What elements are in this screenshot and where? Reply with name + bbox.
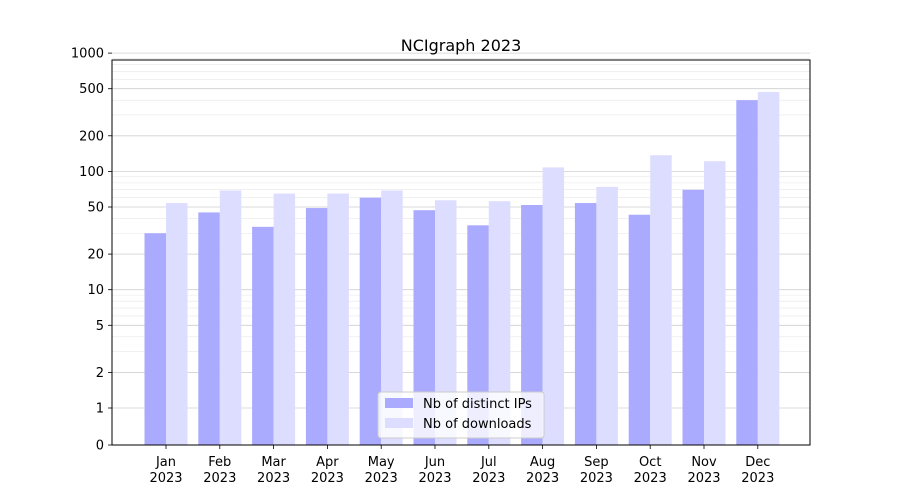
bar-distinct-ips-11 — [736, 100, 758, 445]
x-tick-label: 2023 — [257, 471, 290, 486]
plot-frame — [111, 59, 811, 446]
chart-title: NCIgraph 2023 — [401, 36, 522, 55]
legend-label: Nb of downloads — [423, 417, 532, 432]
bar-downloads-8 — [596, 186, 618, 446]
legend-label: Nb of distinct IPs — [423, 397, 532, 412]
legend: Nb of distinct IPs Nb of downloads — [377, 391, 545, 439]
bar-distinct-ips-7 — [521, 204, 543, 445]
y-tick-label: 2 — [96, 366, 104, 381]
x-tick-label: May — [368, 455, 395, 470]
bar-distinct-ips-4 — [359, 197, 382, 445]
bar-distinct-ips-9 — [628, 214, 651, 445]
bar-downloads-10 — [704, 161, 726, 445]
y-tick-label: 500 — [79, 82, 104, 97]
x-tick-label: 2023 — [365, 471, 398, 486]
bar-downloads-2 — [273, 193, 296, 445]
x-tick-label: 2023 — [311, 471, 344, 486]
y-tick-label: 100 — [79, 165, 104, 180]
bar-distinct-ips-1 — [198, 212, 220, 445]
y-tick-label: 20 — [87, 248, 104, 263]
legend-swatch — [385, 398, 413, 408]
y-tick-label: 200 — [79, 129, 104, 144]
bar-downloads-6 — [488, 201, 511, 445]
y-tick-label: 10 — [87, 283, 104, 298]
bar-distinct-ips-6 — [467, 225, 489, 445]
x-tick-label: Aug — [530, 455, 555, 470]
x-tick-label: 2023 — [526, 471, 559, 486]
bar-downloads-1 — [219, 190, 242, 445]
bar-downloads-0 — [166, 203, 188, 445]
x-tick-label: 2023 — [580, 471, 613, 486]
x-tick-label: 2023 — [634, 471, 667, 486]
legend-swatch — [385, 418, 413, 428]
x-tick-label: 2023 — [149, 471, 182, 486]
x-tick-label: Feb — [208, 455, 231, 470]
x-tick-label: Sep — [584, 455, 609, 470]
bars — [144, 91, 780, 446]
bar-distinct-ips-10 — [682, 189, 704, 445]
x-tick-label: Jun — [424, 455, 445, 470]
bar-distinct-ips-3 — [305, 208, 328, 445]
x-tick-label: 2023 — [687, 471, 720, 486]
bar-downloads-5 — [435, 200, 457, 445]
y-tick-label: 5 — [96, 319, 104, 334]
y-tick-label: 1000 — [71, 47, 104, 62]
bar-distinct-ips-8 — [574, 203, 597, 445]
bar-downloads-9 — [650, 155, 672, 445]
x-axis: Jan2023Feb2023Mar2023Apr2023May2023Jun20… — [149, 445, 774, 486]
bar-downloads-11 — [757, 91, 780, 446]
x-tick-label: Oct — [639, 455, 661, 470]
legend-box — [377, 391, 545, 439]
x-tick-label: 2023 — [418, 471, 451, 486]
x-tick-label: Mar — [261, 455, 286, 470]
y-tick-label: 0 — [96, 439, 104, 454]
y-axis: 0 1 2 5 10 20 50 100 200 500 1000 — [71, 47, 112, 454]
x-tick-label: Dec — [745, 455, 770, 470]
x-tick-label: Jan — [155, 455, 176, 470]
bar-distinct-ips-5 — [413, 210, 435, 445]
bar-distinct-ips-2 — [252, 226, 274, 445]
y-tick-label: 1 — [96, 402, 104, 417]
bar-downloads-4 — [381, 190, 403, 445]
x-tick-label: Apr — [316, 455, 339, 470]
x-tick-label: Nov — [691, 455, 717, 470]
x-tick-label: 2023 — [203, 471, 236, 486]
bar-downloads-3 — [327, 193, 349, 445]
bar-downloads-7 — [542, 167, 565, 445]
x-tick-label: Jul — [480, 455, 497, 470]
y-tick-label: 50 — [87, 201, 104, 216]
x-tick-label: 2023 — [472, 471, 505, 486]
x-tick-label: 2023 — [741, 471, 774, 486]
bar-distinct-ips-0 — [144, 233, 166, 445]
